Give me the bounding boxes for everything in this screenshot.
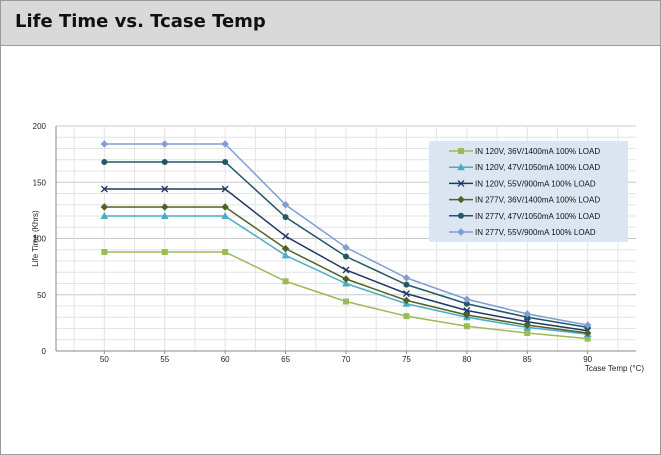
legend-item: IN 120V, 36V/1400mA 100% LOAD [449, 147, 600, 156]
chart-series [100, 140, 592, 342]
legend-label: IN 120V, 47V/1050mA 100% LOAD [475, 163, 600, 172]
data-point [101, 159, 108, 165]
data-point [342, 266, 350, 274]
x-tick-label: 55 [160, 355, 169, 364]
legend-label: IN 277V, 55V/900mA 100% LOAD [475, 228, 596, 237]
data-point [161, 185, 169, 193]
series-4 [100, 203, 592, 337]
data-point [402, 296, 411, 305]
data-point [161, 203, 169, 211]
data-point [403, 313, 410, 320]
data-point [100, 185, 108, 193]
data-point [342, 243, 350, 252]
data-point [100, 140, 109, 148]
y-tick-label: 50 [37, 291, 46, 300]
x-tick-label: 80 [462, 355, 471, 364]
x-tick-label: 65 [281, 355, 290, 364]
data-point [281, 251, 290, 259]
data-point [458, 212, 464, 219]
legend-item: IN 277V, 36V/1400mA 100% LOAD [449, 196, 600, 205]
legend: IN 120V, 36V/1400mA 100% LOAD IN 120V, 47… [429, 141, 628, 242]
legend-box [429, 141, 628, 242]
data-point [524, 330, 531, 336]
page-title: Life Time vs. Tcase Temp [15, 11, 266, 32]
data-point [583, 321, 592, 329]
legend-label: IN 277V, 47V/1050mA 100% LOAD [475, 212, 600, 221]
data-point [221, 211, 230, 219]
series-1 [101, 249, 591, 342]
data-point [457, 179, 465, 187]
data-point [281, 201, 290, 209]
data-point [282, 232, 290, 240]
data-point [402, 274, 411, 282]
legend-item: IN 277V, 47V/1050mA 100% LOAD [449, 212, 600, 221]
data-point [222, 249, 229, 255]
series-6 [100, 140, 592, 329]
legend-label: IN 120V, 55V/900mA 100% LOAD [475, 179, 596, 188]
data-point [457, 163, 465, 171]
data-point [463, 307, 471, 314]
data-point [282, 278, 289, 285]
data-point [463, 323, 470, 330]
panel-header: Life Time vs. Tcase Temp [1, 1, 660, 46]
legend-item: IN 120V, 47V/1050mA 100% LOAD [449, 163, 600, 172]
legend-item: IN 277V, 55V/900mA 100% LOAD [449, 228, 596, 237]
data-point [342, 275, 350, 283]
data-point [100, 203, 109, 211]
x-tick-label: 70 [342, 355, 351, 364]
data-point [160, 211, 169, 219]
data-point [221, 140, 229, 148]
data-point [221, 203, 229, 211]
x-tick-label: 60 [221, 355, 230, 364]
data-point [161, 249, 168, 255]
data-point [523, 321, 531, 329]
data-point [583, 329, 592, 337]
data-point [463, 295, 471, 303]
y-tick-label: 150 [33, 178, 47, 187]
data-point [458, 148, 464, 154]
chart-axes: 0 50 100 150 200 50 55 60 65 70 75 80 85 90 [33, 122, 636, 364]
x-tick-label: 75 [402, 355, 411, 364]
data-point [100, 211, 109, 219]
series-5 [101, 159, 591, 331]
data-point [403, 281, 410, 288]
legend-item: IN 120V, 55V/900mA 100% LOAD [449, 179, 596, 188]
series-3 [100, 185, 592, 335]
legend-label: IN 120V, 36V/1400mA 100% LOAD [475, 147, 600, 156]
y-tick-label: 200 [33, 122, 47, 131]
y-axis-label: Life Time (Khrs) [31, 210, 40, 267]
data-point [282, 214, 289, 221]
data-point [281, 244, 290, 253]
legend-label: IN 277V, 36V/1400mA 100% LOAD [475, 196, 600, 205]
data-point [457, 195, 465, 204]
data-point [523, 310, 531, 318]
data-point [342, 279, 350, 287]
x-tick-label: 85 [523, 355, 532, 364]
data-point [101, 249, 108, 255]
x-axis-label: Tcase Temp (°C) [585, 364, 644, 373]
data-point [221, 185, 229, 193]
y-tick-label: 0 [42, 347, 47, 356]
data-point [161, 159, 168, 165]
x-tick-label: 90 [583, 355, 592, 364]
data-point [222, 159, 229, 165]
data-point [463, 311, 471, 319]
data-point [161, 140, 169, 148]
y-tick-label: 100 [33, 235, 47, 244]
data-point [343, 298, 349, 305]
data-point [343, 253, 349, 260]
x-tick-label: 50 [100, 355, 109, 364]
data-point [402, 290, 410, 298]
data-point [457, 228, 465, 236]
